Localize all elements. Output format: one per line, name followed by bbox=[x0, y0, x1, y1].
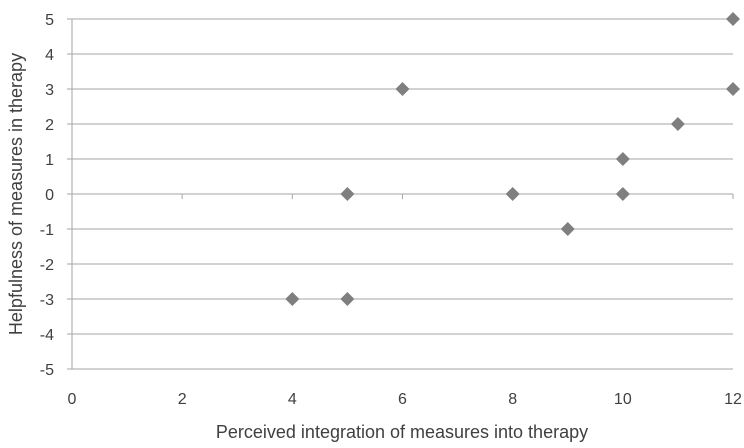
x-tick-label: 6 bbox=[398, 391, 407, 408]
y-tick-label: 3 bbox=[45, 82, 54, 99]
y-tick-label: 4 bbox=[45, 47, 54, 64]
x-tick-label: 12 bbox=[724, 391, 742, 408]
x-tick-label: 8 bbox=[508, 391, 517, 408]
data-point bbox=[670, 117, 685, 131]
axes bbox=[67, 18, 734, 370]
data-points bbox=[285, 12, 740, 306]
y-tick-label: -1 bbox=[40, 222, 54, 239]
x-tick-label: 2 bbox=[178, 391, 187, 408]
y-tick-label: -5 bbox=[40, 362, 54, 379]
y-tick-label: -2 bbox=[40, 257, 54, 274]
x-tick-label: 0 bbox=[68, 391, 77, 408]
y-tick-label: 0 bbox=[45, 187, 54, 204]
data-point bbox=[615, 187, 630, 201]
y-tick-label: 5 bbox=[45, 12, 54, 29]
x-axis-title: Perceived integration of measures into t… bbox=[216, 422, 588, 442]
data-point bbox=[726, 12, 740, 26]
data-point bbox=[340, 187, 355, 201]
data-point bbox=[615, 152, 630, 166]
data-point bbox=[505, 187, 520, 201]
x-tick-label: 10 bbox=[614, 391, 632, 408]
y-tick-label: -3 bbox=[40, 292, 54, 309]
data-point bbox=[560, 222, 575, 236]
data-point bbox=[395, 82, 410, 96]
data-point bbox=[340, 292, 355, 306]
y-tick-label: -4 bbox=[40, 327, 54, 344]
x-tick-labels: 0 2 4 6 8 10 12 bbox=[68, 391, 742, 408]
data-point bbox=[285, 292, 300, 306]
y-axis-title: Helpfulness of measures in therapy bbox=[6, 53, 26, 335]
data-point bbox=[726, 82, 740, 96]
x-tick-label: 4 bbox=[288, 391, 297, 408]
y-tick-label: 1 bbox=[45, 152, 54, 169]
y-tick-label: 2 bbox=[45, 117, 54, 134]
y-tick-labels: 5 4 3 2 1 0 -1 -2 -3 -4 -5 bbox=[40, 12, 54, 379]
grid-lines bbox=[72, 18, 733, 370]
